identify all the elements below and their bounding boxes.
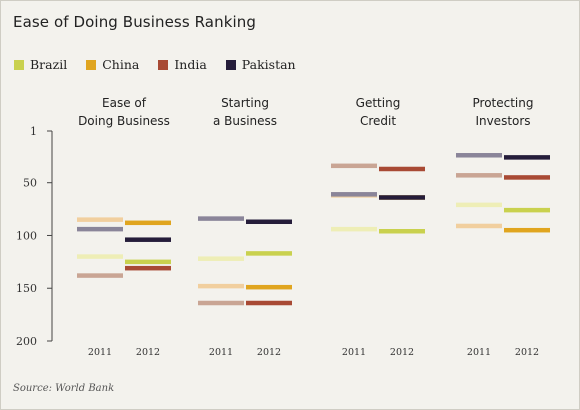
- legend-item-pakistan: Pakistan: [225, 57, 296, 72]
- legend-label-brazil: Brazil: [30, 57, 68, 72]
- bar-protecting-investors-china-2011: [456, 223, 502, 229]
- bar-protecting-investors-india-2012: [504, 175, 550, 180]
- legend-label-china: China: [102, 57, 140, 72]
- bar-getting-credit-brazil-2012: [379, 229, 425, 234]
- year-label-getting-credit-2012: 2012: [390, 347, 414, 358]
- bar-ease-of-doing-business-india-2012: [125, 265, 171, 271]
- bar-ease-of-doing-business-brazil-2012: [125, 259, 171, 265]
- bar-protecting-investors-china-2012: [504, 227, 550, 233]
- panel-title-protecting-investors-line-1: Protecting: [473, 96, 534, 110]
- bar-starting-a-business-india-2012: [246, 300, 292, 306]
- legend-label-india: India: [174, 57, 207, 72]
- panel-title-starting-a-business-line-1: Starting: [221, 96, 269, 110]
- bar-getting-credit-india-2012: [379, 166, 425, 172]
- bar-protecting-investors-pakistan-2011: [456, 153, 502, 158]
- year-label-getting-credit-2011: 2011: [342, 347, 366, 358]
- bar-getting-credit-pakistan-2012: [379, 195, 425, 200]
- bar-ease-of-doing-business-pakistan-2011: [77, 226, 123, 232]
- bar-getting-credit-brazil-2011: [331, 226, 377, 232]
- year-label-protecting-investors-2012: 2012: [515, 347, 539, 358]
- legend-item-brazil: Brazil: [14, 57, 67, 72]
- bar-getting-credit-india-2011: [331, 163, 377, 169]
- bar-protecting-investors-brazil-2012: [504, 207, 550, 213]
- year-label-starting-a-business-2012: 2012: [257, 347, 281, 358]
- bar-starting-a-business-brazil-2012: [246, 251, 292, 256]
- y-tick-label-1: 1: [30, 125, 37, 138]
- bar-starting-a-business-china-2011: [198, 283, 244, 289]
- y-tick-label-100: 100: [16, 229, 37, 242]
- legend-swatch-india: [158, 59, 169, 70]
- source-note: Source: World Bank: [13, 383, 115, 394]
- panel-title-protecting-investors-line-2: Investors: [475, 114, 530, 128]
- legend-swatch-pakistan: [225, 59, 236, 70]
- year-label-ease-of-doing-business-2012: 2012: [136, 347, 160, 358]
- bar-starting-a-business-pakistan-2012: [246, 219, 292, 225]
- year-label-ease-of-doing-business-2011: 2011: [88, 347, 112, 358]
- bar-protecting-investors-india-2011: [456, 173, 502, 178]
- legend-swatch-china: [86, 59, 97, 70]
- year-label-protecting-investors-2011: 2011: [467, 347, 491, 358]
- legend-label-pakistan: Pakistan: [241, 57, 296, 72]
- bar-ease-of-doing-business-china-2011: [77, 217, 123, 222]
- bar-protecting-investors-brazil-2011: [456, 202, 502, 208]
- legend-swatch-brazil: [14, 59, 24, 70]
- y-tick-label-50: 50: [23, 177, 37, 190]
- year-label-starting-a-business-2011: 2011: [209, 347, 233, 358]
- chart-title: Ease of Doing Business Ranking: [13, 13, 256, 31]
- bar-starting-a-business-pakistan-2011: [198, 216, 244, 221]
- panel-title-ease-of-doing-business-line-2: Doing Business: [78, 114, 170, 128]
- panel-title-starting-a-business-line-2: a Business: [213, 114, 277, 128]
- bar-starting-a-business-india-2011: [198, 300, 244, 306]
- bar-ease-of-doing-business-brazil-2011: [77, 254, 123, 259]
- bar-protecting-investors-pakistan-2012: [504, 155, 550, 160]
- y-tick-label-200: 200: [16, 335, 37, 348]
- y-tick-label-150: 150: [16, 282, 37, 295]
- legend-item-china: China: [86, 57, 139, 72]
- panel-title-ease-of-doing-business-line-1: Ease of: [102, 96, 147, 110]
- panel-title-getting-credit-line-2: Credit: [360, 114, 396, 128]
- legend: Brazil China India Pakistan: [14, 57, 315, 72]
- panel-title-getting-credit-line-1: Getting: [356, 96, 401, 110]
- bar-getting-credit-pakistan-2011: [331, 192, 377, 197]
- legend-item-india: India: [158, 57, 207, 72]
- bar-ease-of-doing-business-india-2011: [77, 273, 123, 278]
- bar-ease-of-doing-business-china-2012: [125, 220, 171, 226]
- bar-starting-a-business-brazil-2011: [198, 256, 244, 261]
- bar-starting-a-business-china-2012: [246, 284, 292, 290]
- bar-ease-of-doing-business-pakistan-2012: [125, 237, 171, 242]
